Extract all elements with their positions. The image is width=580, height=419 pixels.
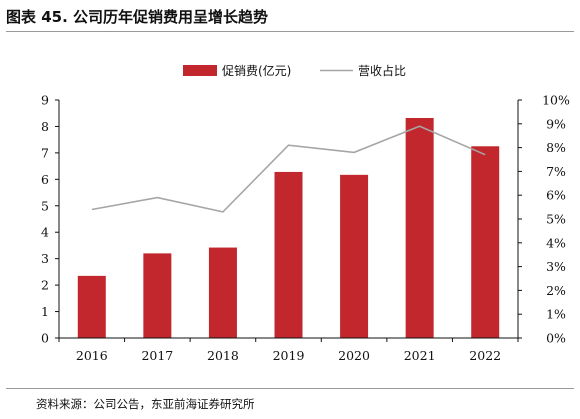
right-tick-label: 8% <box>546 140 566 155</box>
left-tick-label: 0 <box>41 331 49 346</box>
left-tick-label: 8 <box>41 119 49 134</box>
legend-label-line: 营收占比 <box>358 63 406 78</box>
bar-series <box>77 117 500 338</box>
legend-label-bar: 促销费(亿元) <box>222 63 291 78</box>
left-tick-label: 9 <box>41 93 49 108</box>
figure-title: 图表 45. 公司历年促销费用呈增长趋势 <box>6 8 269 26</box>
legend-swatch-bar <box>183 65 217 76</box>
x-tick-label: 2017 <box>141 348 173 363</box>
right-tick-label: 2% <box>546 283 566 298</box>
left-tick-label: 6 <box>41 172 49 187</box>
x-tick-label: 2016 <box>76 348 108 363</box>
right-tick-label: 10% <box>542 93 570 108</box>
source-divider <box>6 388 574 389</box>
left-tick-label: 7 <box>41 145 49 160</box>
bar-2021 <box>405 117 434 338</box>
left-tick-label: 4 <box>41 225 49 240</box>
right-tick-label: 4% <box>546 235 566 250</box>
right-tick-label: 1% <box>546 307 566 322</box>
right-tick-label: 6% <box>546 188 566 203</box>
bar-2019 <box>274 171 303 338</box>
x-tick-label: 2018 <box>207 348 239 363</box>
bar-2016 <box>77 275 106 338</box>
x-tick-label: 2021 <box>404 348 436 363</box>
left-tick-label: 1 <box>41 304 49 319</box>
right-tick-label: 5% <box>546 212 566 227</box>
line-series <box>91 125 486 213</box>
x-tick-label: 2022 <box>469 348 501 363</box>
right-tick-label: 3% <box>546 259 566 274</box>
bar-2017 <box>143 253 172 338</box>
x-tick-label: 2019 <box>273 348 305 363</box>
title-divider <box>6 31 574 32</box>
chart-axes: 0 1 2 3 4 5 6 7 8 9 0% 1% 2% 3% 4% 5% 6% 7% 8% 9% 10% 2016 201… <box>41 93 570 364</box>
left-tick-label: 3 <box>41 251 49 266</box>
right-tick-label: 7% <box>546 164 566 179</box>
chart-legend: 促销费(亿元) 营收占比 <box>183 63 406 78</box>
bar-2018 <box>208 247 237 338</box>
source-note: 资料来源：公司公告，东亚前海证券研究所 <box>36 397 255 411</box>
bar-2020 <box>340 174 369 338</box>
bar-2022 <box>471 146 500 338</box>
left-tick-label: 2 <box>41 278 49 293</box>
left-tick-label: 5 <box>41 198 49 213</box>
x-tick-label: 2020 <box>338 348 370 363</box>
revenue-ratio-line <box>91 125 486 213</box>
right-tick-label: 0% <box>546 331 566 346</box>
right-tick-label: 9% <box>546 116 566 131</box>
